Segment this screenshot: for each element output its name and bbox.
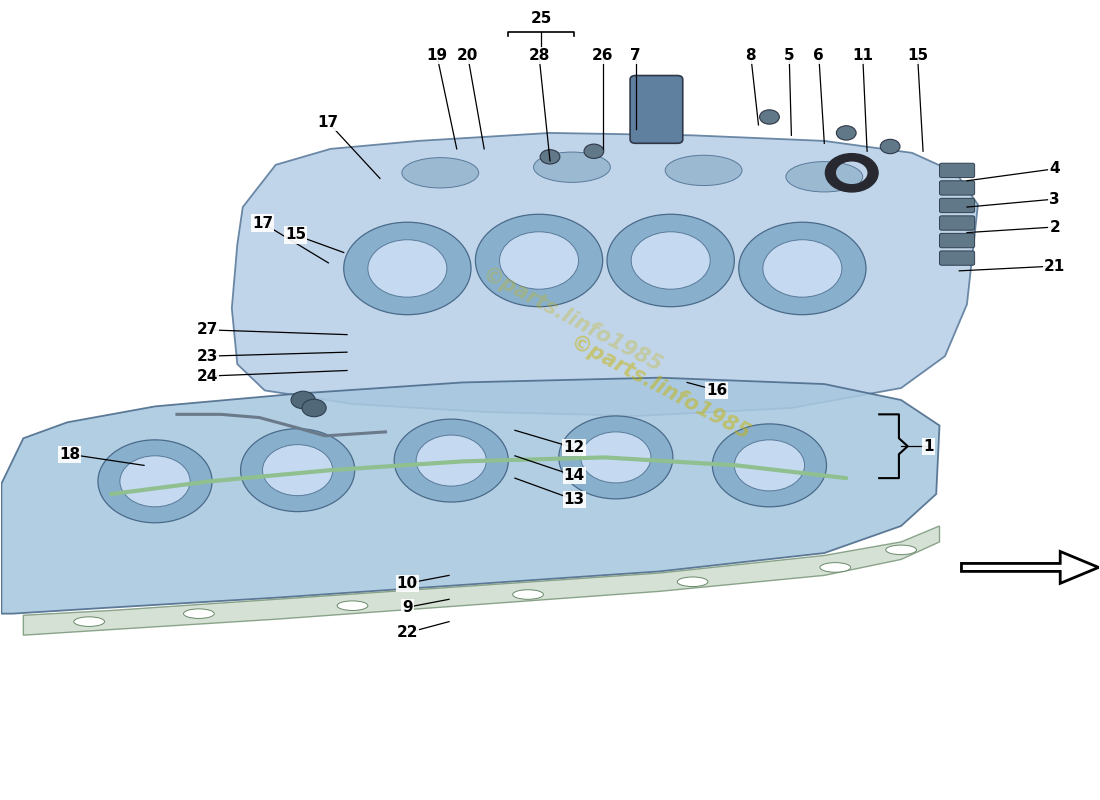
Circle shape <box>713 424 826 507</box>
Text: 10: 10 <box>397 576 418 591</box>
Circle shape <box>416 435 486 486</box>
Circle shape <box>763 240 842 297</box>
Text: 11: 11 <box>852 48 873 63</box>
Text: 7: 7 <box>630 48 641 63</box>
Ellipse shape <box>785 162 862 192</box>
Circle shape <box>98 440 212 522</box>
FancyBboxPatch shape <box>939 234 975 248</box>
FancyBboxPatch shape <box>939 216 975 230</box>
Polygon shape <box>232 133 978 416</box>
Circle shape <box>241 429 354 512</box>
Text: 17: 17 <box>252 215 273 230</box>
Text: 24: 24 <box>197 369 219 383</box>
Text: ©parts.linfo1985: ©parts.linfo1985 <box>478 264 666 376</box>
Circle shape <box>302 399 327 417</box>
Text: 25: 25 <box>530 11 552 26</box>
Circle shape <box>292 391 316 409</box>
Ellipse shape <box>74 617 104 626</box>
Ellipse shape <box>337 601 367 610</box>
Ellipse shape <box>184 609 214 618</box>
Text: 14: 14 <box>563 468 585 483</box>
Text: 16: 16 <box>706 383 727 398</box>
Circle shape <box>367 240 447 297</box>
Text: 19: 19 <box>427 48 448 63</box>
FancyBboxPatch shape <box>939 163 975 178</box>
Polygon shape <box>1 378 939 614</box>
Text: 8: 8 <box>746 48 756 63</box>
Circle shape <box>343 222 471 314</box>
Text: 5: 5 <box>784 48 794 63</box>
Circle shape <box>120 456 190 507</box>
Circle shape <box>559 416 673 499</box>
Text: 22: 22 <box>397 626 418 640</box>
Text: 17: 17 <box>318 115 339 130</box>
Circle shape <box>394 419 508 502</box>
Circle shape <box>607 214 735 306</box>
Text: 23: 23 <box>197 349 219 364</box>
Circle shape <box>739 222 866 314</box>
Ellipse shape <box>886 545 916 554</box>
Circle shape <box>263 445 332 496</box>
Text: ©parts.linfo1985: ©parts.linfo1985 <box>566 332 754 444</box>
Circle shape <box>475 214 603 306</box>
Text: 9: 9 <box>402 600 412 614</box>
Ellipse shape <box>513 590 543 599</box>
FancyBboxPatch shape <box>939 181 975 195</box>
Polygon shape <box>23 526 939 635</box>
Ellipse shape <box>678 577 708 586</box>
FancyBboxPatch shape <box>630 75 683 143</box>
Circle shape <box>581 432 651 483</box>
Text: 4: 4 <box>1049 162 1060 176</box>
Text: 3: 3 <box>1049 192 1060 206</box>
Text: 15: 15 <box>908 48 928 63</box>
Circle shape <box>540 150 560 164</box>
Ellipse shape <box>820 562 850 572</box>
Circle shape <box>499 232 579 289</box>
Text: 6: 6 <box>813 48 824 63</box>
Text: 21: 21 <box>1044 258 1065 274</box>
Text: 13: 13 <box>563 492 585 507</box>
Circle shape <box>631 232 711 289</box>
Text: 27: 27 <box>197 322 219 338</box>
Text: 20: 20 <box>456 48 478 63</box>
Circle shape <box>584 144 604 158</box>
FancyBboxPatch shape <box>939 198 975 213</box>
Circle shape <box>880 139 900 154</box>
FancyBboxPatch shape <box>939 251 975 266</box>
Polygon shape <box>961 551 1099 583</box>
Text: 1: 1 <box>923 438 934 454</box>
Text: 2: 2 <box>1049 219 1060 234</box>
Circle shape <box>735 440 804 491</box>
Text: 18: 18 <box>59 446 80 462</box>
Circle shape <box>760 110 779 124</box>
Text: 15: 15 <box>285 227 306 242</box>
Text: 12: 12 <box>563 440 585 455</box>
Ellipse shape <box>666 155 743 186</box>
Text: 26: 26 <box>592 48 614 63</box>
Circle shape <box>836 126 856 140</box>
Ellipse shape <box>534 152 611 182</box>
Text: 28: 28 <box>528 48 550 63</box>
Ellipse shape <box>402 158 478 188</box>
